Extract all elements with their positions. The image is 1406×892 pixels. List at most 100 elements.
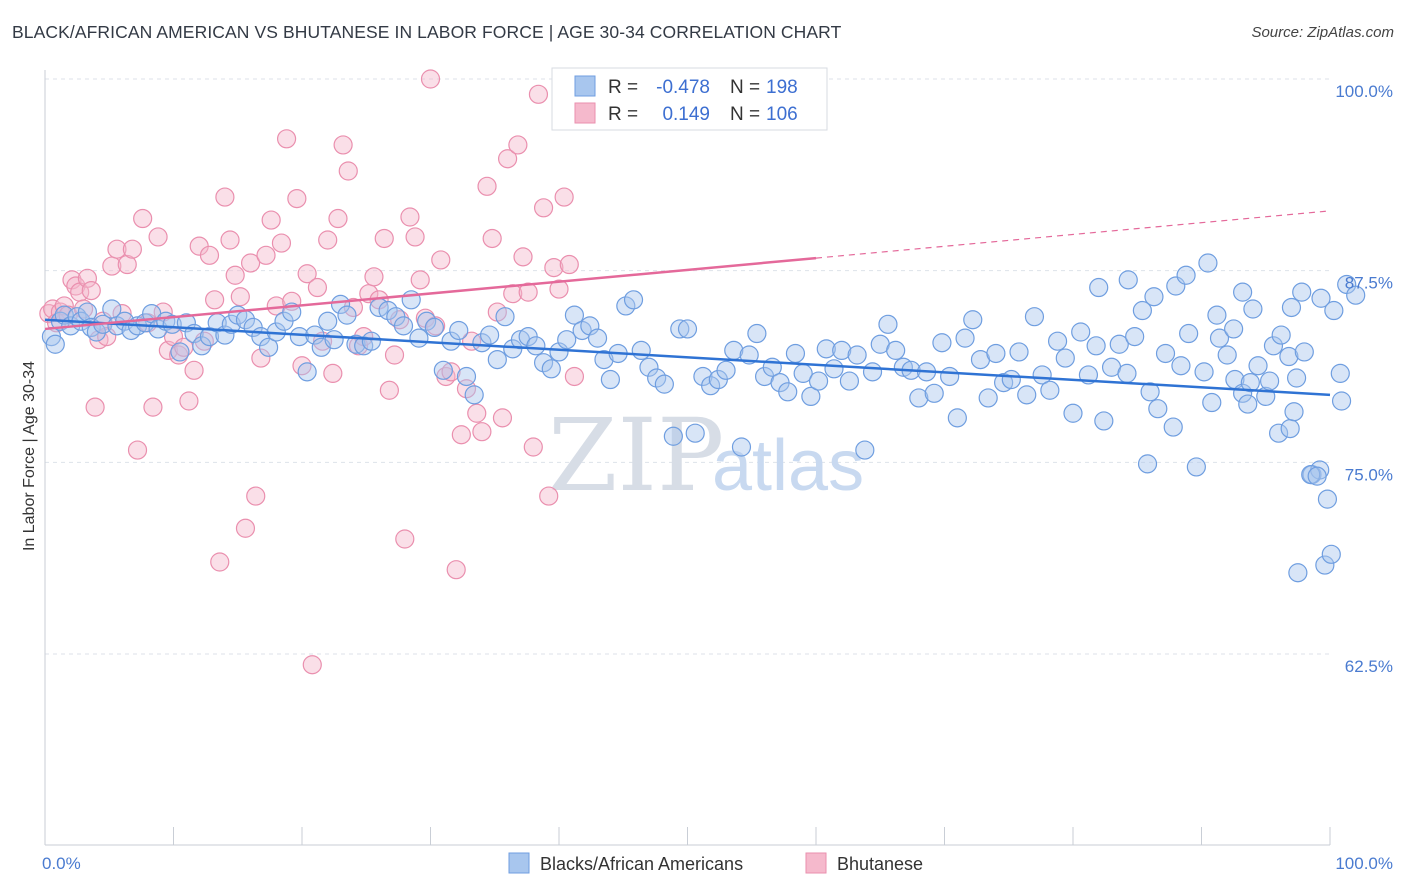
bhutanese-point-58 (318, 230, 338, 250)
bhutanese-point-100 (533, 198, 554, 218)
blacks-african-americans-point-136 (1047, 331, 1068, 351)
bhutanese-point-42 (235, 518, 256, 538)
blacks-african-americans-point-68 (526, 336, 546, 356)
bhutanese-point-13 (89, 330, 109, 350)
bhutanese-point-93 (498, 149, 518, 169)
blacks-african-americans-point-115 (886, 340, 906, 360)
blacks-african-americans-point-151 (1163, 417, 1183, 437)
blacks-african-americans-point-56 (433, 360, 453, 380)
bhutanese-point-79 (426, 316, 446, 336)
blacks-african-americans-point-84 (647, 368, 667, 388)
bhutanese-point-44 (246, 486, 266, 506)
blacks-african-americans-point-131 (1009, 342, 1029, 362)
bhutanese-point-106 (564, 366, 585, 387)
blacks-african-americans-point-71 (549, 342, 569, 362)
y-tick-label: 75.0% (1345, 465, 1393, 484)
bhutanese-point-82 (441, 362, 461, 382)
blacks-african-americans-point-116 (893, 357, 913, 377)
bhutanese-point-83 (446, 560, 466, 580)
bhutanese-point-104 (554, 187, 574, 207)
blacks-african-americans-point-183 (1224, 319, 1244, 339)
blacks-african-americans-point-158 (1217, 345, 1237, 365)
bhutanese-point-67 (364, 267, 384, 287)
blacks-african-americans-point-18 (148, 319, 168, 339)
bhutanese-point-75 (405, 227, 425, 247)
bhutanese-point-78 (420, 69, 441, 89)
blacks-african-americans-point-108 (832, 340, 852, 360)
y-tick-label: 62.5% (1345, 657, 1393, 676)
blacks-african-americans-point-196 (1268, 423, 1289, 443)
blacks-african-americans-point-153 (1179, 323, 1199, 344)
blacks-african-americans-point-85 (654, 374, 674, 394)
blacks-african-americans-point-137 (1055, 348, 1075, 368)
blacks-african-americans-point-64 (495, 307, 515, 327)
blacks-african-americans-point-114 (878, 314, 898, 334)
bhutanese-point-61 (333, 135, 353, 155)
bhutanese-point-22 (133, 208, 153, 229)
bhutanese-point-32 (184, 360, 204, 380)
blacks-african-americans-point-21 (170, 342, 190, 362)
blacks-african-americans-point-168 (1294, 342, 1314, 362)
blacks-african-americans-point-57 (441, 331, 461, 351)
blacks-african-americans-point-44 (337, 305, 357, 325)
blacks-african-americans-point-185 (1137, 454, 1158, 474)
source-label: Source: ZipAtlas.com (1251, 24, 1394, 41)
bhutanese-point-19 (117, 254, 137, 275)
blacks-african-americans-point-133 (1024, 307, 1045, 327)
blacks-african-americans-point-173 (1330, 363, 1350, 383)
legend-n-value-blue: 198 (766, 77, 798, 98)
blacks-african-americans-point-172 (1324, 300, 1344, 321)
bhutanese-point-105 (559, 254, 579, 275)
trend-lines (44, 210, 1331, 397)
blacks-african-americans-point-69 (533, 353, 554, 373)
blacks-african-americans-point-54 (417, 311, 437, 331)
blacks-african-americans-point-121 (932, 333, 952, 353)
blacks-african-americans-point-189 (1089, 277, 1109, 298)
blacks-african-americans-point-51 (393, 316, 414, 336)
blacks-african-americans-point-146 (1125, 327, 1145, 347)
blacks-african-americans-point-147 (1132, 300, 1152, 321)
bhutanese-point-31 (179, 391, 199, 411)
x-tick-label-min: 0.0% (42, 854, 81, 873)
bhutanese-point-59 (323, 363, 343, 383)
blacks-african-americans-point-195 (1260, 371, 1280, 391)
blacks-african-americans-point-125 (963, 310, 983, 330)
blacks-african-americans-point-138 (1063, 403, 1083, 423)
bhutanese-point-52 (287, 189, 307, 209)
blacks-african-americans-point-157 (1209, 328, 1230, 348)
bhutanese-point-62 (338, 161, 358, 181)
bhutanese-point-69 (374, 228, 394, 249)
bottom-legend-label-blue: Blacks/African Americans (540, 854, 743, 874)
blacks-african-americans-point-93 (716, 360, 736, 380)
blacks-african-americans-point-178 (1292, 282, 1312, 302)
blacks-african-americans-point-123 (947, 408, 967, 428)
blacks-african-americans-point-61 (472, 333, 492, 353)
blacks-african-americans-point-142 (1094, 411, 1114, 431)
legend-r-label: R = (608, 77, 638, 98)
blacks-african-americans-point-63 (487, 350, 507, 370)
blacks-african-americans-point-186 (1315, 555, 1335, 575)
bhutanese-point-92 (492, 408, 513, 428)
axes (44, 70, 1331, 846)
blacks-african-americans-point-104 (801, 386, 821, 406)
bhutanese-point-89 (477, 176, 497, 196)
bhutanese-point-76 (410, 270, 430, 290)
blacks-african-americans-point-162 (1248, 356, 1268, 376)
bhutanese-point-56 (307, 277, 328, 298)
blacks-african-americans-point-20 (162, 314, 182, 334)
bhutanese-point-102 (544, 258, 564, 278)
legend-r-value-pink: 0.149 (662, 104, 710, 125)
legend-swatch-pink (574, 102, 596, 124)
blacks-african-americans-point-86 (663, 426, 683, 446)
bhutanese-point-73 (395, 529, 415, 549)
bhutanese-point-60 (328, 208, 348, 229)
blacks-african-americans-point-150 (1155, 343, 1176, 364)
blacks-african-americans-point-192 (1176, 265, 1196, 285)
blacks-african-americans-point-80 (616, 296, 636, 316)
blacks-african-americans-point-41 (318, 311, 338, 331)
y-axis-title: In Labor Force | Age 30-34 (21, 361, 38, 551)
bhutanese-point-97 (518, 282, 538, 302)
blacks-african-americans-point-97 (747, 323, 767, 344)
blacks-african-americans-point-37 (289, 327, 310, 347)
